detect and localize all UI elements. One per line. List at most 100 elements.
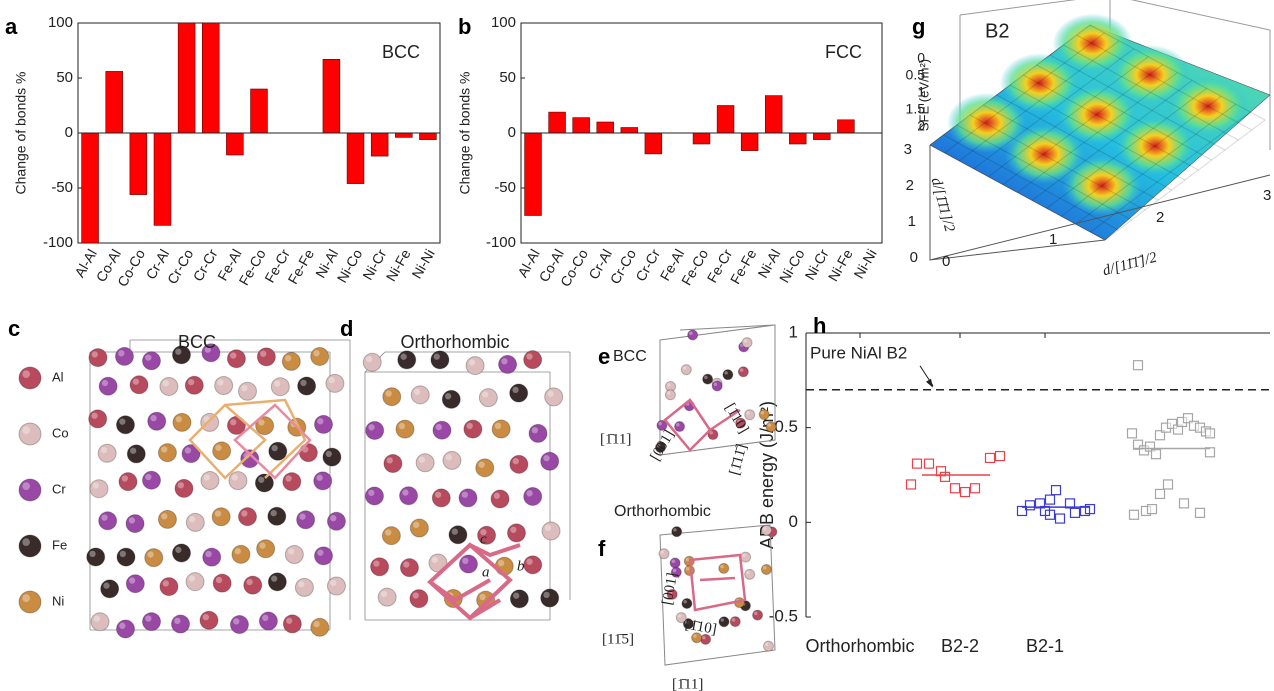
atom [491, 490, 509, 508]
atom [464, 420, 482, 438]
bar [693, 133, 710, 144]
atom [99, 512, 117, 530]
atom [327, 577, 345, 595]
atom-highlight [746, 411, 750, 415]
atom [299, 444, 317, 462]
y-tick-label: 0 [910, 249, 918, 266]
atom [259, 612, 277, 630]
atom [271, 378, 289, 396]
y-tick-label: 100 [48, 14, 73, 31]
legend-label: Al [52, 369, 64, 384]
atom-highlight [22, 370, 30, 378]
atom-highlight [689, 332, 693, 336]
atom-highlight [286, 618, 292, 624]
atom [230, 616, 248, 634]
atom [688, 330, 698, 340]
atom-highlight [274, 380, 280, 386]
atom [172, 544, 190, 562]
atom [479, 389, 497, 407]
bar [741, 133, 758, 151]
atom-highlight [91, 413, 97, 419]
direction-label: [001] [660, 572, 681, 607]
x-tick-label: Cr-Cr [190, 246, 221, 284]
panel-title: BCC [613, 348, 647, 365]
atom-highlight [233, 618, 239, 624]
atom-highlight [130, 448, 136, 454]
atom [126, 515, 144, 533]
atom-highlight [122, 475, 128, 481]
atom [238, 508, 256, 526]
atom-highlight [381, 591, 387, 597]
atom [529, 424, 547, 442]
atom-highlight [686, 567, 690, 571]
y-tick-label: 0 [508, 124, 516, 141]
atom [257, 540, 275, 558]
atom [148, 412, 166, 430]
y-tick-label: 1 [789, 322, 798, 341]
atom-highlight [754, 612, 758, 616]
y-tick-label: 1 [908, 213, 916, 230]
atom [130, 376, 148, 394]
atom-highlight [174, 618, 180, 624]
x-tick-label: Ni-Ni [850, 246, 879, 281]
atom [542, 522, 560, 540]
bar [419, 133, 436, 140]
direction-label: [1̄11] [600, 431, 631, 447]
atom [541, 452, 559, 470]
atom-highlight [543, 455, 549, 461]
x-tick-label: Ni-Fe [825, 246, 856, 284]
atom-highlight [724, 371, 728, 375]
atom [545, 388, 563, 406]
atom [201, 472, 219, 490]
point [1071, 508, 1080, 517]
atom [327, 512, 345, 530]
atom-highlight [22, 594, 30, 602]
y-axis-label: Change of bonds % [13, 72, 29, 195]
atom-highlight [161, 513, 167, 519]
atom-highlight [513, 593, 519, 599]
atom-highlight [732, 618, 736, 622]
atom-highlight [658, 422, 662, 426]
atom-highlight [419, 456, 425, 462]
atom [268, 573, 286, 591]
x-tick-label: B2-2 [941, 636, 979, 656]
atom-highlight [145, 474, 151, 480]
atom [416, 454, 434, 472]
bar [178, 23, 195, 133]
atom [185, 376, 203, 394]
atom [510, 590, 528, 608]
atom-highlight [366, 356, 372, 362]
atom-highlight [175, 547, 181, 553]
atom-highlight [368, 490, 374, 496]
point [1156, 489, 1165, 498]
y-tick-label: 50 [56, 69, 73, 86]
panel-label: b [458, 14, 471, 39]
atom-highlight [512, 387, 518, 393]
panel-label: f [598, 536, 606, 561]
atom [665, 390, 675, 400]
atom [738, 367, 748, 377]
atom-highlight [185, 447, 191, 453]
atom [719, 617, 729, 627]
atom-highlight [260, 351, 266, 357]
atom [759, 409, 769, 419]
atom-highlight [482, 391, 488, 397]
atom-highlight [387, 457, 393, 463]
atom [212, 508, 230, 526]
atom [400, 559, 418, 577]
bar [789, 133, 806, 144]
atom-highlight [402, 489, 408, 495]
bar [525, 133, 542, 216]
atom [524, 556, 542, 574]
atom-highlight [215, 445, 221, 451]
atom-highlight [678, 614, 682, 618]
atom [314, 415, 332, 433]
direction-label: [11̄5] [602, 631, 634, 647]
atom-highlight [479, 594, 485, 600]
atom [295, 578, 313, 596]
atom [745, 569, 755, 579]
atom-highlight [720, 565, 724, 569]
atom [268, 507, 286, 525]
x-tick-label: 3 [1263, 187, 1271, 204]
atom [89, 410, 107, 428]
